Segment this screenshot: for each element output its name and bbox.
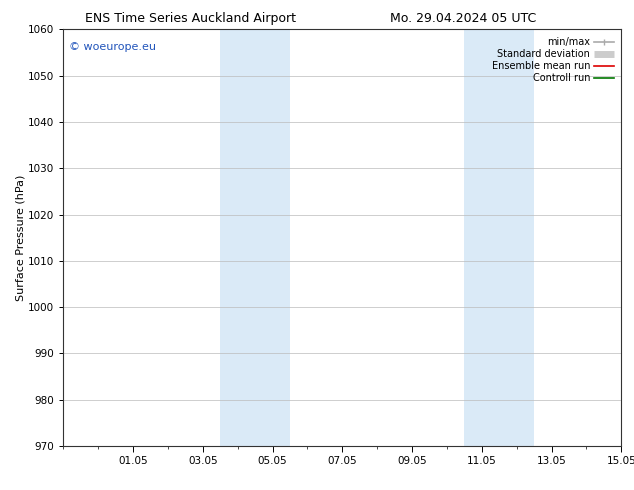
Text: Mo. 29.04.2024 05 UTC: Mo. 29.04.2024 05 UTC [390,12,536,25]
Legend: min/max, Standard deviation, Ensemble mean run, Controll run: min/max, Standard deviation, Ensemble me… [489,34,616,86]
Y-axis label: Surface Pressure (hPa): Surface Pressure (hPa) [15,174,25,301]
Text: © woeurope.eu: © woeurope.eu [69,42,156,52]
Text: ENS Time Series Auckland Airport: ENS Time Series Auckland Airport [85,12,295,25]
Bar [221,29,290,446]
Bar [464,29,534,446]
